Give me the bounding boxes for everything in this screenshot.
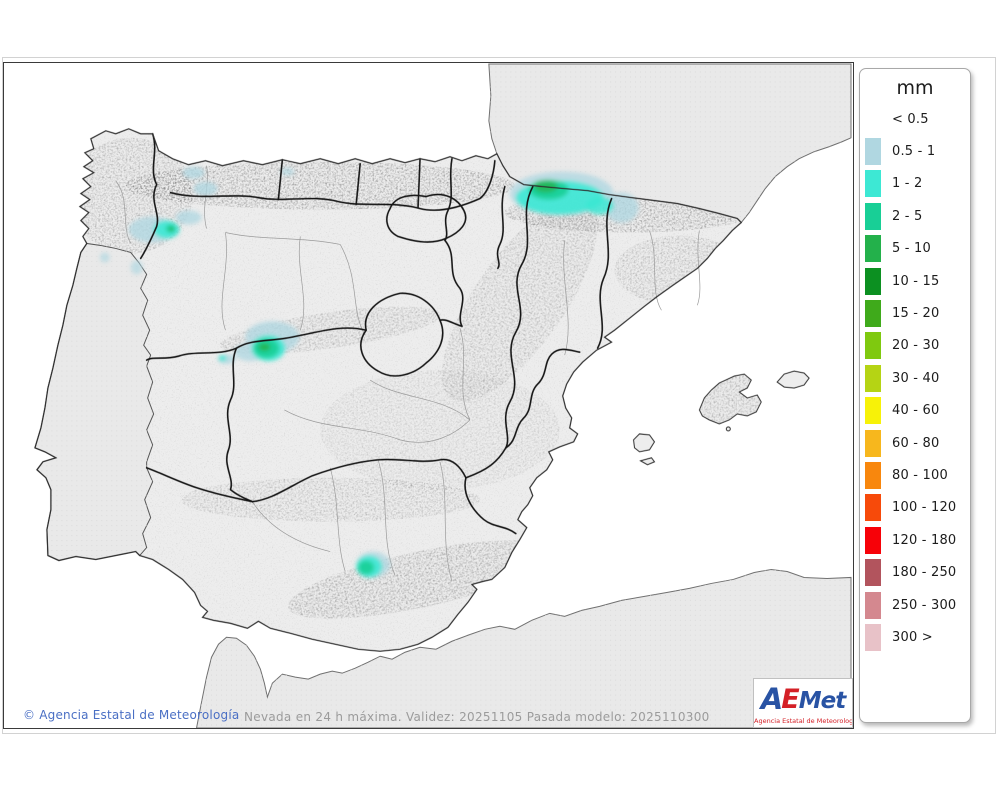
legend-row: 10 - 15 bbox=[860, 265, 970, 297]
snow-area-sierra-nevada bbox=[356, 551, 391, 578]
legend-swatch bbox=[865, 332, 881, 360]
aemet-logo[interactable]: A E Met Agencia Estatal de Meteorología bbox=[753, 678, 853, 728]
legend-row-label: 300 > bbox=[892, 629, 933, 645]
snow-area-northwest bbox=[99, 166, 295, 275]
legend-row: 250 - 300 bbox=[860, 589, 970, 621]
map-caption: Nevada en 24 h máxima. Validez: 20251105… bbox=[244, 710, 710, 724]
legend-swatch bbox=[865, 170, 881, 198]
legend-row-label: 60 - 80 bbox=[892, 435, 940, 451]
legend-swatch bbox=[865, 138, 881, 166]
legend-row-label: 100 - 120 bbox=[892, 500, 957, 516]
snow-area-pyrenees bbox=[509, 171, 639, 223]
legend-row: 15 - 20 bbox=[860, 297, 970, 329]
legend-swatch bbox=[865, 526, 881, 554]
legend-row: 80 - 100 bbox=[860, 459, 970, 491]
legend-row: 60 - 80 bbox=[860, 427, 970, 459]
balearic-islands bbox=[632, 370, 810, 466]
legend-row: 0.5 - 1 bbox=[860, 135, 970, 167]
copyright-link[interactable]: © Agencia Estatal de Meteorología bbox=[23, 708, 240, 722]
legend-row: < 0.5 bbox=[860, 103, 970, 135]
cabrera-island bbox=[725, 426, 731, 432]
formentera-island bbox=[639, 457, 656, 466]
legend-swatch bbox=[865, 559, 881, 587]
legend-swatch bbox=[865, 106, 881, 133]
legend-row: 5 - 10 bbox=[860, 233, 970, 265]
legend-row-label: 120 - 180 bbox=[892, 532, 957, 548]
aemet-logo-met: Met bbox=[798, 688, 846, 714]
map-canvas bbox=[4, 63, 853, 728]
snow-area-gredos bbox=[217, 321, 300, 365]
legend-row-label: 5 - 10 bbox=[892, 241, 931, 257]
africa-landmass bbox=[196, 568, 852, 728]
legend-row: 180 - 250 bbox=[860, 556, 970, 588]
aemet-logo-letter-e: E bbox=[781, 684, 799, 715]
legend-swatch bbox=[865, 461, 881, 489]
snow-areas bbox=[99, 166, 639, 578]
legend-swatch bbox=[865, 397, 881, 425]
legend-panel: mm < 0.5 0.5 - 1 1 - 2 2 - 5 5 - 10 10 - 15 15… bbox=[859, 68, 971, 723]
legend-row-label: 250 - 300 bbox=[892, 597, 957, 613]
aemet-logo-letter-a: A bbox=[760, 682, 783, 716]
legend-row: 30 - 40 bbox=[860, 362, 970, 394]
legend-swatch bbox=[865, 364, 881, 392]
legend-row-label: 30 - 40 bbox=[892, 370, 940, 386]
legend-row: 300 > bbox=[860, 621, 970, 653]
aemet-logo-wordmark: A E Met bbox=[754, 681, 852, 716]
legend-title: mm bbox=[896, 77, 934, 99]
aemet-logo-subtitle: Agencia Estatal de Meteorología bbox=[754, 717, 853, 725]
legend-swatch bbox=[865, 300, 881, 328]
ibiza-island bbox=[632, 433, 656, 453]
legend-row-label: 2 - 5 bbox=[892, 208, 923, 224]
legend-swatch bbox=[865, 429, 881, 457]
legend-swatch bbox=[865, 494, 881, 522]
legend-row: 120 - 180 bbox=[860, 524, 970, 556]
legend-swatch bbox=[865, 267, 881, 295]
legend-row: 1 - 2 bbox=[860, 168, 970, 200]
legend-row-label: < 0.5 bbox=[892, 111, 929, 127]
legend-row-label: 15 - 20 bbox=[892, 306, 940, 322]
portugal-landmass bbox=[34, 242, 155, 562]
legend-swatch bbox=[865, 591, 881, 619]
legend-row-label: 20 - 30 bbox=[892, 338, 940, 354]
legend-rows: < 0.5 0.5 - 1 1 - 2 2 - 5 5 - 10 10 - 15 15 - … bbox=[860, 103, 970, 654]
legend-swatch bbox=[865, 202, 881, 230]
map-frame: © Agencia Estatal de Meteorología Nevada… bbox=[3, 62, 854, 729]
legend-row-label: 80 - 100 bbox=[892, 467, 948, 483]
menorca-island bbox=[776, 370, 810, 389]
legend-row: 20 - 30 bbox=[860, 330, 970, 362]
legend-swatch bbox=[865, 623, 881, 651]
legend-swatch bbox=[865, 235, 881, 263]
legend-row-label: 0.5 - 1 bbox=[892, 144, 936, 160]
legend-row: 2 - 5 bbox=[860, 200, 970, 232]
legend-row-label: 10 - 15 bbox=[892, 273, 940, 289]
province-borders bbox=[115, 165, 701, 582]
legend-row-label: 180 - 250 bbox=[892, 565, 957, 581]
legend-row-label: 40 - 60 bbox=[892, 403, 940, 419]
legend-row: 40 - 60 bbox=[860, 395, 970, 427]
region-borders bbox=[139, 132, 613, 535]
legend-row: 100 - 120 bbox=[860, 492, 970, 524]
legend-row-label: 1 - 2 bbox=[892, 176, 923, 192]
